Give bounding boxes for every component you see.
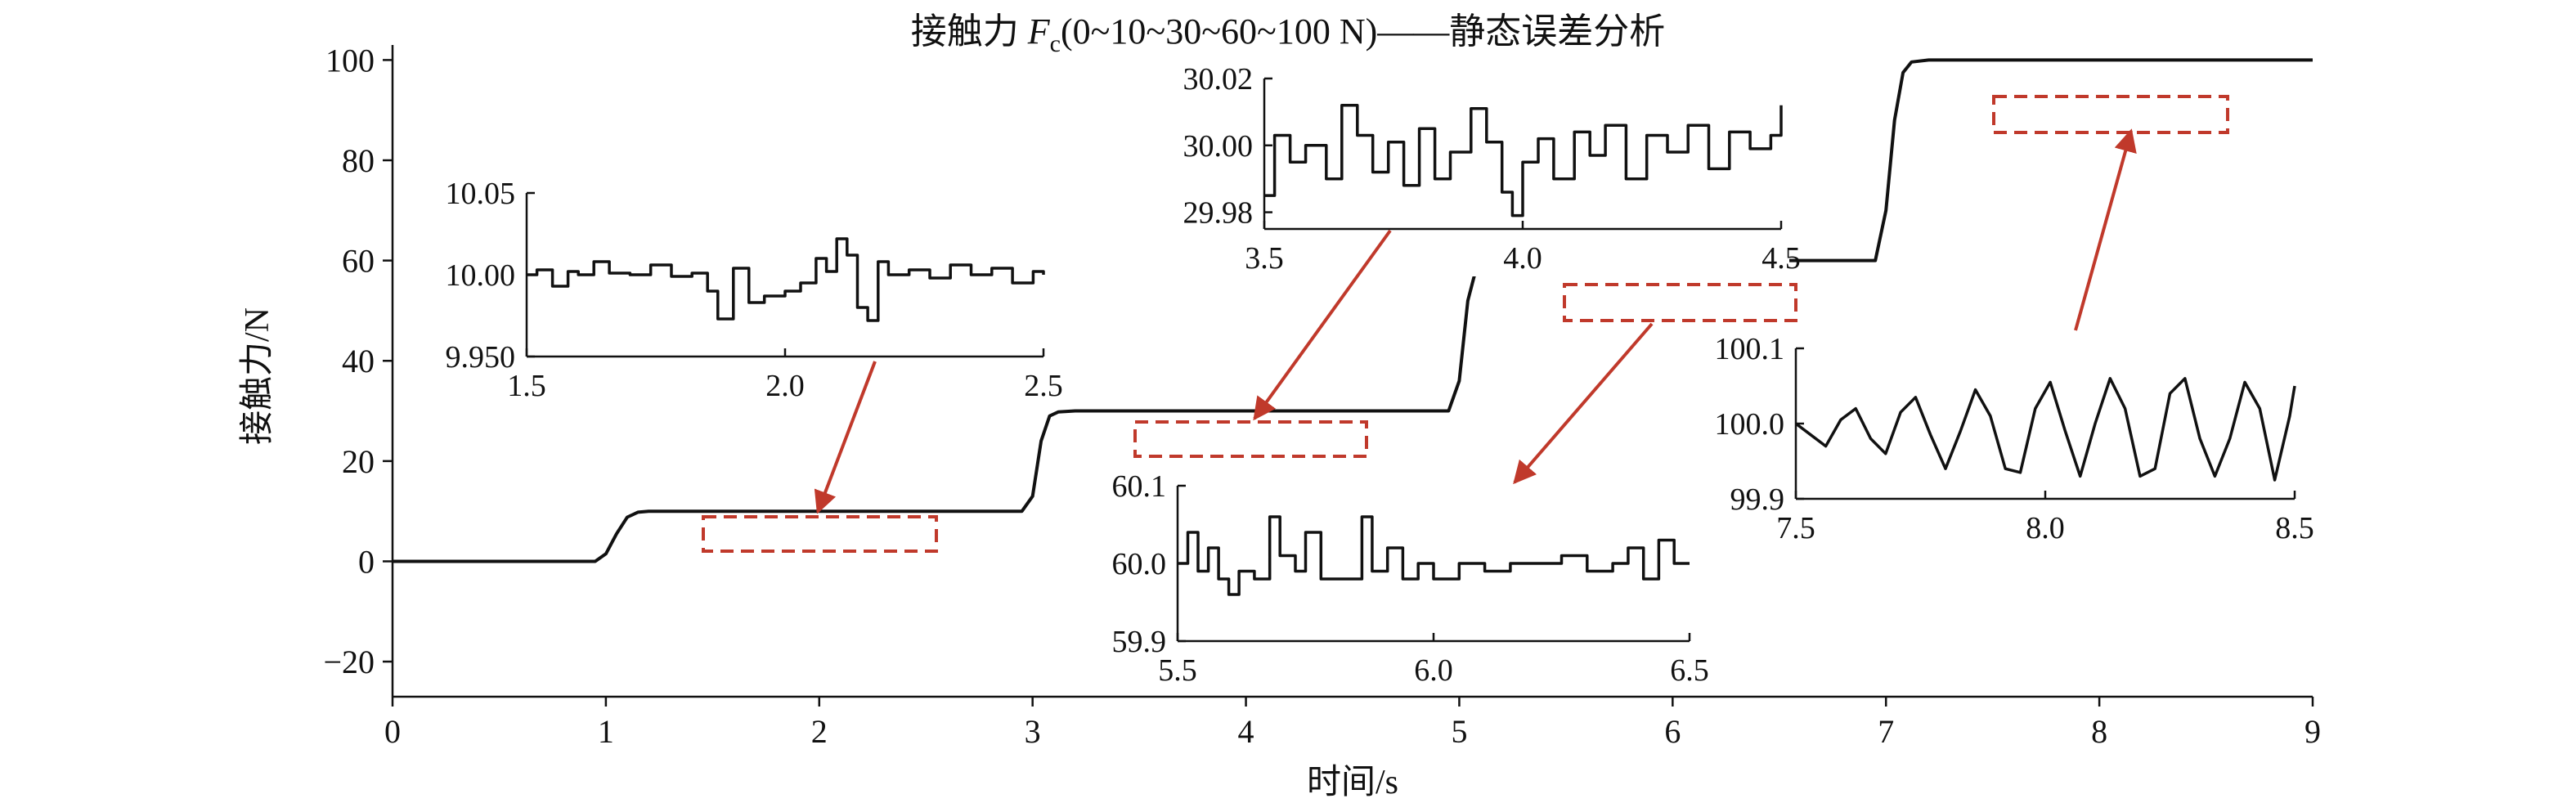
main-y-tick-label: 20 — [342, 443, 375, 480]
title-suffix: (0~10~30~60~100 N)——静态误差分析 — [1060, 11, 1666, 52]
main-y-tick-label: 80 — [342, 142, 375, 179]
inset-100-x-tick-label: 8.5 — [2275, 511, 2314, 545]
arrow-inset-100 — [2074, 128, 2137, 331]
main-y-tick-label: −20 — [323, 644, 375, 680]
highlight-boxes — [702, 95, 2229, 553]
inset-10-series-line — [527, 237, 1045, 322]
inset-100-x-tick-label: 7.5 — [1776, 511, 1815, 545]
chart-title: 接触力 Fc(0~10~30~60~100 N)——静态误差分析 — [0, 2, 2576, 58]
highlight-box-30 — [1133, 420, 1368, 458]
inset-30-plot: 3.5 4.0 4.5 29.98 30.00 30.02 — [1150, 57, 1801, 276]
inset-100-y-tick-label: 99.9 — [1730, 482, 1785, 517]
inset-60-y-tick-label: 60.1 — [1112, 469, 1167, 504]
main-x-tick-label: 5 — [1451, 713, 1467, 750]
inset-10-background — [412, 172, 1052, 404]
inset-100-y-tick-label: 100.1 — [1715, 332, 1785, 366]
main-y-tick-label: 40 — [342, 343, 375, 379]
main-x-tick-label: 1 — [598, 713, 614, 750]
inset-60-y-tick-label: 60.0 — [1112, 547, 1167, 581]
inset-100-plot: 7.5 8.0 8.5 99.9 100.0 100.1 — [1681, 327, 2314, 546]
inset-100-y-tick-label: 100.0 — [1715, 407, 1785, 442]
title-symbol: F — [1027, 11, 1050, 52]
inset-30-y-tick-label: 30.00 — [1183, 129, 1254, 164]
inset-60-y-tick-label: 59.9 — [1112, 625, 1167, 659]
inset-10-y-tick-label: 10.05 — [446, 177, 516, 211]
arrow-inset-10 — [814, 361, 877, 514]
inset-30-background — [1150, 57, 1789, 276]
inset-30-y-tick-label: 29.98 — [1183, 196, 1254, 231]
arrow-inset-30 — [1253, 229, 1392, 421]
inset-10-y-tick-label: 9.950 — [446, 340, 516, 375]
main-x-axis-label: 时间/s — [1307, 764, 1398, 801]
highlight-box-10 — [702, 515, 938, 553]
highlight-box-60 — [1563, 283, 1797, 322]
main-x-tick-label: 8 — [2091, 713, 2107, 750]
inset-30-x-tick-label: 3.5 — [1245, 241, 1284, 276]
main-x-tick-label: 0 — [384, 713, 401, 750]
main-y-tick-label: 100 — [325, 42, 375, 79]
inset-100-series-line — [1794, 377, 2296, 482]
inset-10-x-tick-label: 2.5 — [1024, 369, 1063, 403]
title-prefix: 接触力 — [910, 11, 1028, 52]
main-x-tick-label: 7 — [1878, 713, 1894, 750]
arrow-inset-60 — [1513, 322, 1654, 485]
inset-60-x-tick-label: 5.5 — [1158, 653, 1197, 688]
main-x-tick-label: 9 — [2304, 713, 2321, 750]
inset-10-y-tick-label: 10.00 — [446, 258, 516, 293]
main-x-tick-label: 3 — [1025, 713, 1041, 750]
inset-10-plot: 1.5 2.0 2.5 9.950 10.00 10.05 — [412, 172, 1063, 404]
inset-60-x-tick-label: 6.5 — [1670, 653, 1709, 688]
inset-30-x-tick-label: 4.0 — [1503, 241, 1542, 276]
inset-10-x-tick-label: 1.5 — [507, 369, 546, 403]
inset-plots: 1.5 2.0 2.5 9.950 10.00 10.05 3.5 4.0 4.5 29.98 30… — [412, 57, 2314, 689]
main-x-tick-label: 6 — [1664, 713, 1681, 750]
main-x-tick-label: 2 — [811, 713, 828, 750]
inset-60-series-line — [1178, 515, 1690, 596]
title-subscript: c — [1049, 29, 1061, 57]
main-y-tick-label: 0 — [358, 543, 375, 580]
inset-100-x-tick-label: 8.0 — [2026, 511, 2065, 545]
inset-60-plot: 5.5 6.0 6.5 59.9 60.0 60.1 — [1063, 464, 1709, 689]
inset-30-series-line — [1264, 103, 1783, 218]
callout-arrows — [814, 128, 2137, 514]
main-y-axis-label: 接触力/N — [239, 307, 276, 445]
inset-10-x-tick-label: 2.0 — [765, 369, 805, 403]
inset-60-background — [1063, 464, 1698, 689]
main-x-tick-label: 4 — [1238, 713, 1254, 750]
inset-30-x-tick-label: 4.5 — [1761, 241, 1801, 276]
highlight-box-100 — [1992, 95, 2229, 134]
inset-60-x-tick-label: 6.0 — [1414, 653, 1453, 688]
main-y-tick-label: 60 — [342, 243, 375, 280]
inset-30-y-tick-label: 30.02 — [1183, 62, 1254, 96]
